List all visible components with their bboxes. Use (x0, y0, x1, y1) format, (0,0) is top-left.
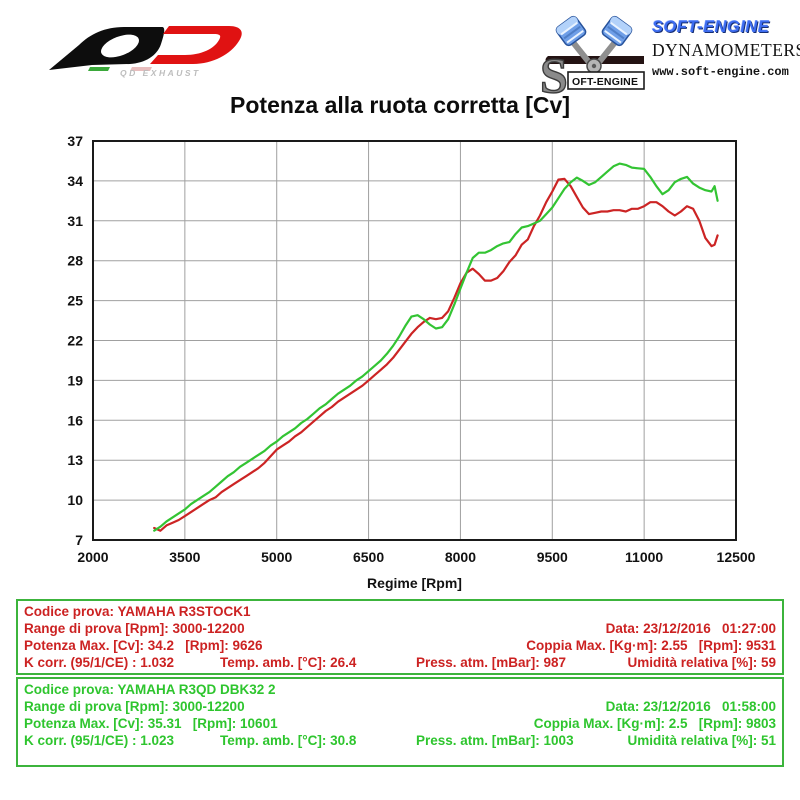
qd-logo-red-shape (150, 26, 242, 64)
italian-stripe-green (88, 67, 110, 71)
x-tick-label: 5000 (261, 549, 292, 565)
y-tick-label: 22 (67, 333, 83, 349)
range-prova-label: Range di prova [Rpm]: 3000-12200 (24, 621, 245, 636)
qd-exhaust-subtext: QD EXHAUST (120, 68, 201, 78)
soft-engine-s-letter: S (540, 47, 568, 98)
y-tick-label: 7 (75, 532, 83, 548)
press-atm-label: Press. atm. [mBar]: 987 (416, 655, 567, 670)
codice-prova-label: Codice prova: YAMAHA R3STOCK1 (24, 604, 251, 619)
y-tick-label: 13 (67, 452, 83, 468)
qd-exhaust-logo: QD EXHAUST (32, 16, 252, 94)
pistons-emblem-icon: S OFT-ENGINE (540, 15, 645, 98)
coppia-max-label: Coppia Max. [Kg·m]: 2.5 [Rpm]: 9803 (533, 716, 776, 731)
umidita-label: Umidità relativa [%]: 51 (627, 733, 776, 748)
potenza-max-label: Potenza Max. [Cv]: 35.31 [Rpm]: 10601 (24, 716, 278, 731)
soft-engine-text-block: SOFT-ENGINE DYNAMOMETERS www.soft-engine… (652, 10, 800, 79)
soft-engine-url: www.soft-engine.com (652, 65, 789, 79)
x-tick-label: 3500 (169, 549, 200, 565)
range-prova-label: Range di prova [Rpm]: 3000-12200 (24, 699, 245, 714)
power-curve-stock (153, 177, 719, 532)
chart-canvas: 2000 3500 5000 6500 8000 9500 11000 12500 7 10 13 1… (67, 133, 756, 591)
qd-logo-counter (101, 34, 139, 58)
y-tick-label: 10 (67, 492, 83, 508)
potenza-max-label: Potenza Max. [Cv]: 34.2 [Rpm]: 9626 (24, 638, 263, 653)
y-tick-label: 28 (67, 253, 83, 269)
test-info-box-stock: Codice prova: YAMAHA R3STOCK1 Range di p… (16, 599, 784, 675)
y-tick-label: 37 (67, 133, 83, 149)
soft-engine-emblem-text: OFT-ENGINE (572, 76, 638, 88)
y-tick-label: 16 (67, 412, 83, 428)
x-tick-label: 12500 (717, 549, 756, 565)
x-axis-label: Regime [Rpm] (367, 575, 462, 591)
k-corr-label: K corr. (95/1/CE) : 1.023 (24, 733, 175, 748)
press-atm-label: Press. atm. [mBar]: 1003 (416, 733, 574, 748)
x-tick-label: 11000 (625, 549, 663, 565)
y-tick-label: 34 (67, 173, 83, 189)
chart-title: Potenza alla ruota corretta [Cv] (230, 92, 570, 118)
soft-engine-division: DYNAMOMETERS (652, 40, 800, 60)
x-tick-label: 8000 (445, 549, 476, 565)
umidita-label: Umidità relativa [%]: 59 (627, 655, 776, 670)
y-tick-label: 19 (67, 372, 83, 388)
plot-border (92, 140, 737, 541)
soft-engine-logo: S OFT-ENGINE SOFT-ENGINE DYNAMOMETERS ww… (540, 10, 800, 102)
x-tick-label: 9500 (537, 549, 568, 565)
k-corr-label: K corr. (95/1/CE) : 1.032 (24, 655, 175, 670)
x-tick-label: 2000 (77, 549, 108, 565)
test-info-box-qd: Codice prova: YAMAHA R3QD DBK32 2 Range … (16, 677, 784, 767)
crank-pin (591, 63, 597, 69)
y-tick-label: 25 (67, 293, 83, 309)
qd-exhaust-logo-graphic: QD EXHAUST (49, 26, 242, 78)
piston-right-icon (601, 15, 633, 47)
coppia-max-label: Coppia Max. [Kg·m]: 2.55 [Rpm]: 9531 (526, 638, 776, 653)
y-tick-label: 31 (67, 213, 83, 229)
data-ora-label: Data: 23/12/2016 01:27:00 (605, 621, 776, 636)
data-ora-label: Data: 23/12/2016 01:58:00 (605, 699, 776, 714)
italian-stripe-red (130, 67, 152, 71)
power-curve-chart: 2000 3500 5000 6500 8000 9500 11000 12500 7 10 13 1… (20, 130, 780, 592)
codice-prova-label: Codice prova: YAMAHA R3QD DBK32 2 (24, 682, 276, 697)
temp-amb-label: Temp. amb. [°C]: 26.4 (220, 655, 357, 670)
power-curve-qd (153, 162, 719, 532)
soft-engine-brand: SOFT-ENGINE (652, 18, 770, 36)
temp-amb-label: Temp. amb. [°C]: 30.8 (220, 733, 357, 748)
piston-left-icon (555, 15, 587, 47)
x-tick-label: 6500 (353, 549, 384, 565)
emblem-text-box (567, 71, 645, 90)
